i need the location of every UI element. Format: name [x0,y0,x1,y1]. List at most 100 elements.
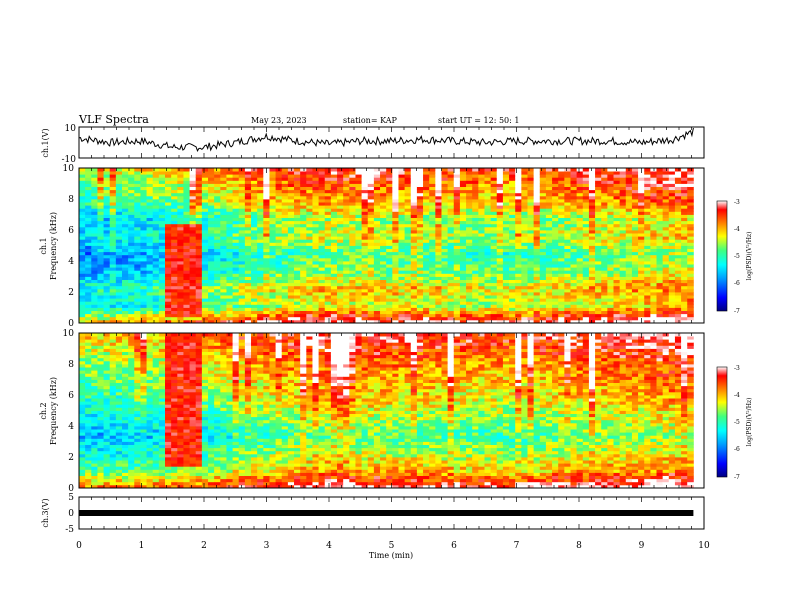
spectrogram-cell [570,217,578,222]
spectrogram-cell [447,214,455,218]
spectrogram-cell [582,292,590,296]
spectrogram-cell [472,226,479,231]
spectrogram-cell [122,313,129,318]
spectrogram-cell [195,208,203,212]
spectrogram-cell [404,295,412,299]
spectrogram-cell [171,304,178,308]
spectrogram-cell [570,301,578,305]
spectrogram-cell [552,223,559,228]
spectrogram-cell [165,282,172,287]
spectrogram-cell [490,248,498,253]
spectrogram-cell [478,208,485,212]
spectrogram-cell [564,248,571,253]
spectrogram-cell [570,316,578,321]
spectrogram-cell [545,205,553,209]
spectrogram-cell [238,245,246,249]
spectrogram-cell [638,177,645,181]
spectrogram-cell [220,288,227,293]
spectrogram-cell [85,264,92,268]
spectrogram-cell [435,251,442,256]
spectrogram-cell [306,220,313,225]
spectrogram-cell [509,310,516,315]
spectrogram-cell [515,273,522,277]
spectrogram-cell [398,211,406,215]
spectrogram-cell [312,301,319,305]
spectrogram-cell [539,168,547,172]
spectrogram-cell [146,285,154,290]
spectrogram-cell [638,220,645,225]
spectrogram-cell [404,288,412,293]
spectrogram-cell [183,168,190,172]
spectrogram-cell [281,236,289,240]
spectrogram-cell [330,254,338,259]
spectrogram-cell [459,177,467,181]
spectrogram-cell [545,295,553,299]
ch1-ytick-top: 10 [65,124,77,134]
spectrogram-cell [97,177,104,181]
spectrogram-cell [306,282,313,287]
spectrogram-cell [662,307,670,311]
spectrogram-cell [631,177,639,181]
spectrogram-cell [662,248,670,253]
spectrogram-cell [601,285,608,290]
spectrogram-cell [564,174,571,178]
spectrogram-cell [435,186,442,191]
spectrogram-cell [171,174,178,178]
spectrogram-cell [367,282,375,287]
spectrogram-cell [195,248,203,253]
spectrogram-cell [263,261,270,265]
spectrogram-cell [158,261,166,265]
spectrogram-cell [386,189,393,194]
spectrogram-cell [115,316,123,321]
spectrogram-cell [306,279,313,284]
spectrogram-cell [91,313,98,318]
spectrogram-cell [312,288,319,293]
spectrogram-cell [619,220,627,225]
spectrogram-cell [281,217,289,222]
spectrogram-cell [122,230,129,234]
spectrogram-cell [201,316,209,321]
spectrogram-cell [527,310,535,315]
spectrogram-cell [410,174,418,178]
spectrogram-cell [355,180,363,184]
spectrogram-cell [410,168,418,172]
spectrogram-cell [208,233,215,237]
spectrogram-cell [466,313,473,318]
spectrogram-cell [214,236,221,240]
spectrogram-cell [380,205,387,209]
spectrogram-cell [380,273,387,277]
spectrogram-cell [380,174,387,178]
spectrogram-cell [601,189,608,194]
spectrogram-cell [79,180,86,184]
spectrogram-cell [85,292,92,296]
spectrogram-cell [466,319,473,324]
spectrogram-cell [214,199,221,203]
spectrogram-cell [558,264,565,268]
spectrogram-cell [496,298,504,302]
spectrogram-cell [509,214,516,218]
spectrogram-cell [588,205,596,209]
spectrogram-cell [103,298,111,302]
spectrogram-cell [533,199,541,203]
spectrogram-cell [668,189,676,194]
spectrogram-cell [392,186,399,191]
start-time-label: start UT = 12: 50: 1 [438,116,519,125]
spectrogram-cell [128,276,135,280]
spectrogram-cell [601,168,608,172]
spectrogram-cell [613,276,621,280]
spectrogram-cell [287,230,295,234]
spectrogram-cell [601,214,608,218]
spectrogram-cell [595,180,602,184]
spectrogram-cell [392,208,399,212]
spectrogram-cell [392,295,399,299]
spectrogram-cell [564,195,571,200]
spectrogram-cell [238,313,246,318]
spectrogram-cell [472,319,479,324]
spectrogram-cell [410,261,418,265]
spectrogram-cell [373,264,381,268]
spectrogram-cell [650,214,657,218]
spectrogram-cell [570,177,578,181]
spectrogram-cell [330,174,338,178]
spectrogram-cell [662,301,670,305]
spectrogram-cell [281,220,289,225]
